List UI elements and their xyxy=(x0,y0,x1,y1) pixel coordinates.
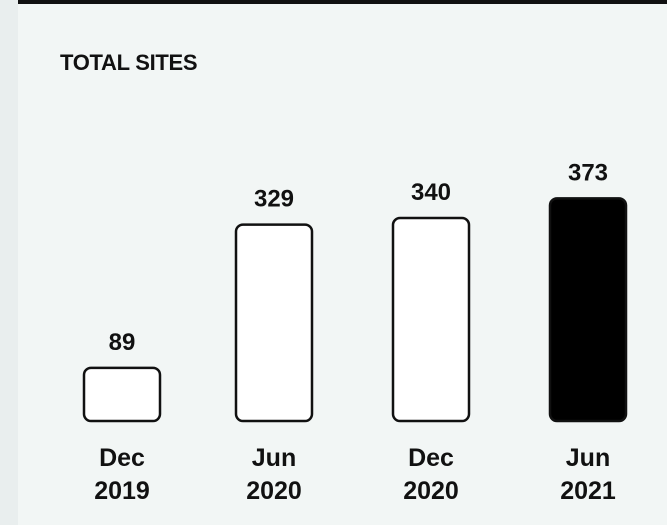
x-tick-label-3-1: 2021 xyxy=(560,477,616,505)
x-tick-label-2-0: Dec xyxy=(408,444,454,472)
x-tick-label-0-1: 2019 xyxy=(94,477,150,505)
value-label-0: 89 xyxy=(109,329,136,356)
x-tick-label-0-0: Dec xyxy=(99,444,145,472)
value-label-3: 373 xyxy=(568,159,608,186)
bar-3 xyxy=(548,197,628,423)
x-tick-label-3-0: Jun xyxy=(566,444,610,472)
chart-title: TOTAL SITES xyxy=(60,50,198,75)
x-tick-label-1-0: Jun xyxy=(252,444,296,472)
x-tick-label-2-1: 2020 xyxy=(403,477,459,505)
bar-0 xyxy=(82,366,162,423)
x-tick-label-1-1: 2020 xyxy=(246,477,302,505)
value-label-2: 340 xyxy=(411,179,451,206)
bar-2 xyxy=(391,216,471,423)
bar-1 xyxy=(234,223,314,423)
value-label-1: 329 xyxy=(254,186,294,213)
